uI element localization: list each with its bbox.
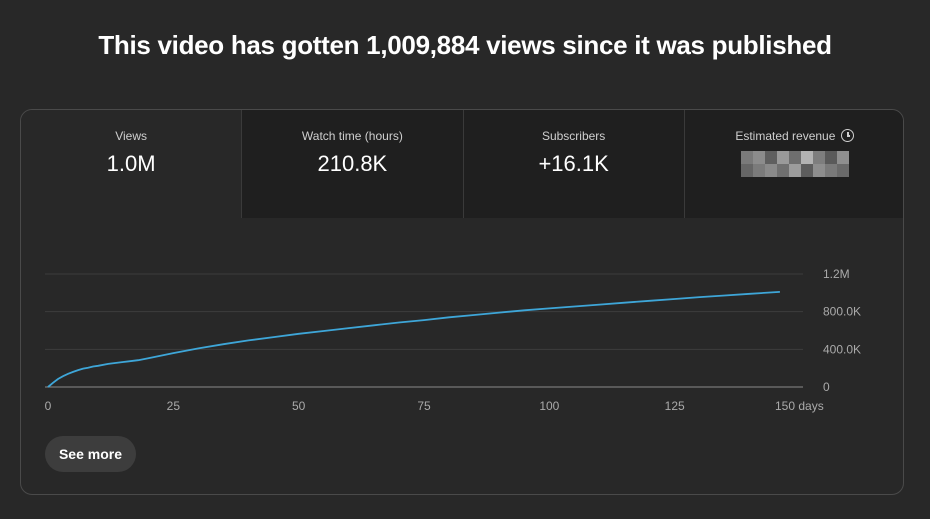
tab-watch-time-value: 210.8K — [317, 151, 388, 176]
x-tick-labels: 0 25 50 75 100 125 150 days — [45, 399, 824, 413]
x-tick-label: 25 — [167, 399, 181, 413]
tab-subscribers[interactable]: Subscribers +16.1K — [462, 110, 684, 218]
x-tick-label: 75 — [417, 399, 431, 413]
views-line-chart: 0 400.0K 800.0K 1.2M 0 25 50 75 100 125 150 days — [45, 267, 861, 413]
see-more-button[interactable]: See more — [45, 436, 136, 472]
y-tick-labels: 0 400.0K 800.0K 1.2M — [823, 267, 861, 394]
grid-lines — [45, 273, 803, 388]
tab-estimated-revenue[interactable]: Estimated revenue — [683, 110, 903, 218]
y-tick-label: 1.2M — [823, 267, 850, 281]
page-headline: This video has gotten 1,009,884 views si… — [98, 30, 832, 60]
tab-subscribers-value: +16.1K — [538, 151, 609, 176]
redacted-revenue-value — [740, 151, 849, 177]
tab-revenue-label: Estimated revenue — [735, 129, 836, 143]
tab-watch-time-label: Watch time (hours) — [301, 129, 403, 143]
views-series-line — [47, 291, 780, 388]
tab-revenue-label-row: Estimated revenue — [685, 129, 903, 143]
tab-watch-time[interactable]: Watch time (hours) 210.8K — [241, 110, 463, 218]
metric-tabs: Views 1.0M Watch time (hours) 210.8K Sub… — [21, 110, 903, 218]
tab-views-label: Views — [115, 129, 148, 143]
x-tick-label: 150 days — [775, 399, 824, 413]
y-tick-label: 800.0K — [823, 305, 861, 319]
tab-subscribers-label: Subscribers — [541, 129, 606, 143]
tab-views[interactable]: Views 1.0M — [21, 110, 242, 218]
y-tick-label: 0 — [823, 380, 830, 394]
y-tick-label: 400.0K — [823, 342, 861, 356]
tab-views-value: 1.0M — [106, 151, 156, 176]
x-tick-label: 50 — [292, 399, 306, 413]
x-tick-label: 0 — [45, 399, 52, 413]
analytics-card: Views 1.0M Watch time (hours) 210.8K Sub… — [20, 109, 904, 495]
clock-icon[interactable] — [841, 129, 855, 142]
x-tick-label: 125 — [665, 399, 685, 413]
x-tick-label: 100 — [539, 399, 559, 413]
